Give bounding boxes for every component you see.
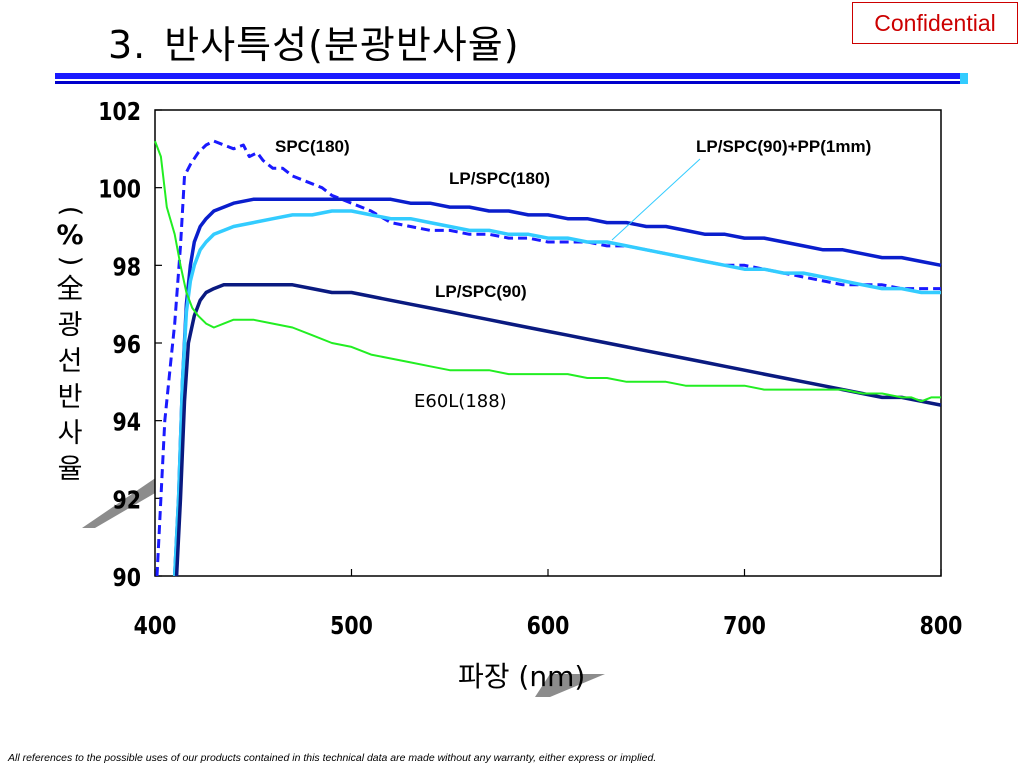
annotation-spc180: SPC(180) bbox=[275, 137, 350, 156]
y-axis-title-char: 반 bbox=[57, 382, 83, 413]
y-tick-label: 100 bbox=[98, 176, 141, 204]
slide-title-text: 반사특성(분광반사율) bbox=[164, 23, 520, 67]
y-axis-title-char: 율 bbox=[57, 454, 83, 485]
title-rule-accent bbox=[960, 73, 968, 84]
x-tick-label: 400 bbox=[134, 612, 177, 640]
y-tick-label: 98 bbox=[112, 253, 141, 281]
y-axis-title-char: 선 bbox=[57, 346, 83, 377]
x-title-shadow bbox=[535, 674, 605, 697]
title-rule-thick bbox=[55, 73, 960, 79]
y-axis-title-char: 사 bbox=[57, 418, 83, 449]
disclaimer-footer: All references to the possible uses of o… bbox=[8, 752, 657, 764]
series-layer bbox=[154, 139, 942, 577]
annotations-layer: SPC(180) LP/SPC(90)+PP(1mm) LP/SPC(180) … bbox=[275, 137, 871, 412]
series-line-4 bbox=[154, 140, 941, 403]
y-axis-title-char: ( bbox=[55, 205, 86, 217]
annotation-lp-spc90: LP/SPC(90) bbox=[435, 282, 527, 301]
y-tick-label: 90 bbox=[112, 564, 141, 592]
x-axis-title: 파장 (nm) bbox=[458, 660, 586, 693]
y-tick-label: 96 bbox=[112, 331, 141, 359]
x-tick-label: 800 bbox=[920, 612, 963, 640]
x-tick-label: 700 bbox=[723, 612, 766, 640]
y-axis-title-char: % bbox=[56, 220, 84, 251]
callout-line bbox=[611, 158, 701, 241]
plot-area bbox=[154, 109, 942, 577]
annotation-lp-spc180: LP/SPC(180) bbox=[449, 169, 550, 188]
y-axis-title-char: 광 bbox=[57, 310, 83, 341]
axes-layer: 400 500 600 700 800 90 92 94 96 98 100 102 bbox=[98, 98, 962, 640]
y-axis-title-char: 全 bbox=[56, 274, 84, 305]
y-tick-label: 92 bbox=[112, 486, 141, 514]
series-line-1 bbox=[172, 197, 942, 577]
slide-title: 3. 반사특성(분광반사율) bbox=[108, 14, 520, 69]
annotation-e60l: E60L(188) bbox=[414, 391, 507, 412]
annotation-lp-spc90-pp: LP/SPC(90)+PP(1mm) bbox=[696, 137, 871, 156]
y-axis-title: (%) 全 광 선 반 사 율 bbox=[50, 200, 90, 488]
series-line-2 bbox=[172, 209, 941, 577]
y-axis-title-char: ) bbox=[55, 255, 86, 267]
y-tick-label: 94 bbox=[112, 409, 141, 437]
series-line-3 bbox=[174, 283, 942, 577]
slide-title-number: 3. bbox=[108, 23, 147, 67]
x-tick-label: 500 bbox=[330, 612, 373, 640]
title-rule-thin bbox=[55, 81, 960, 84]
y-tick-label: 102 bbox=[98, 98, 141, 126]
confidential-badge: Confidential bbox=[852, 2, 1018, 44]
x-tick-label: 600 bbox=[527, 612, 570, 640]
